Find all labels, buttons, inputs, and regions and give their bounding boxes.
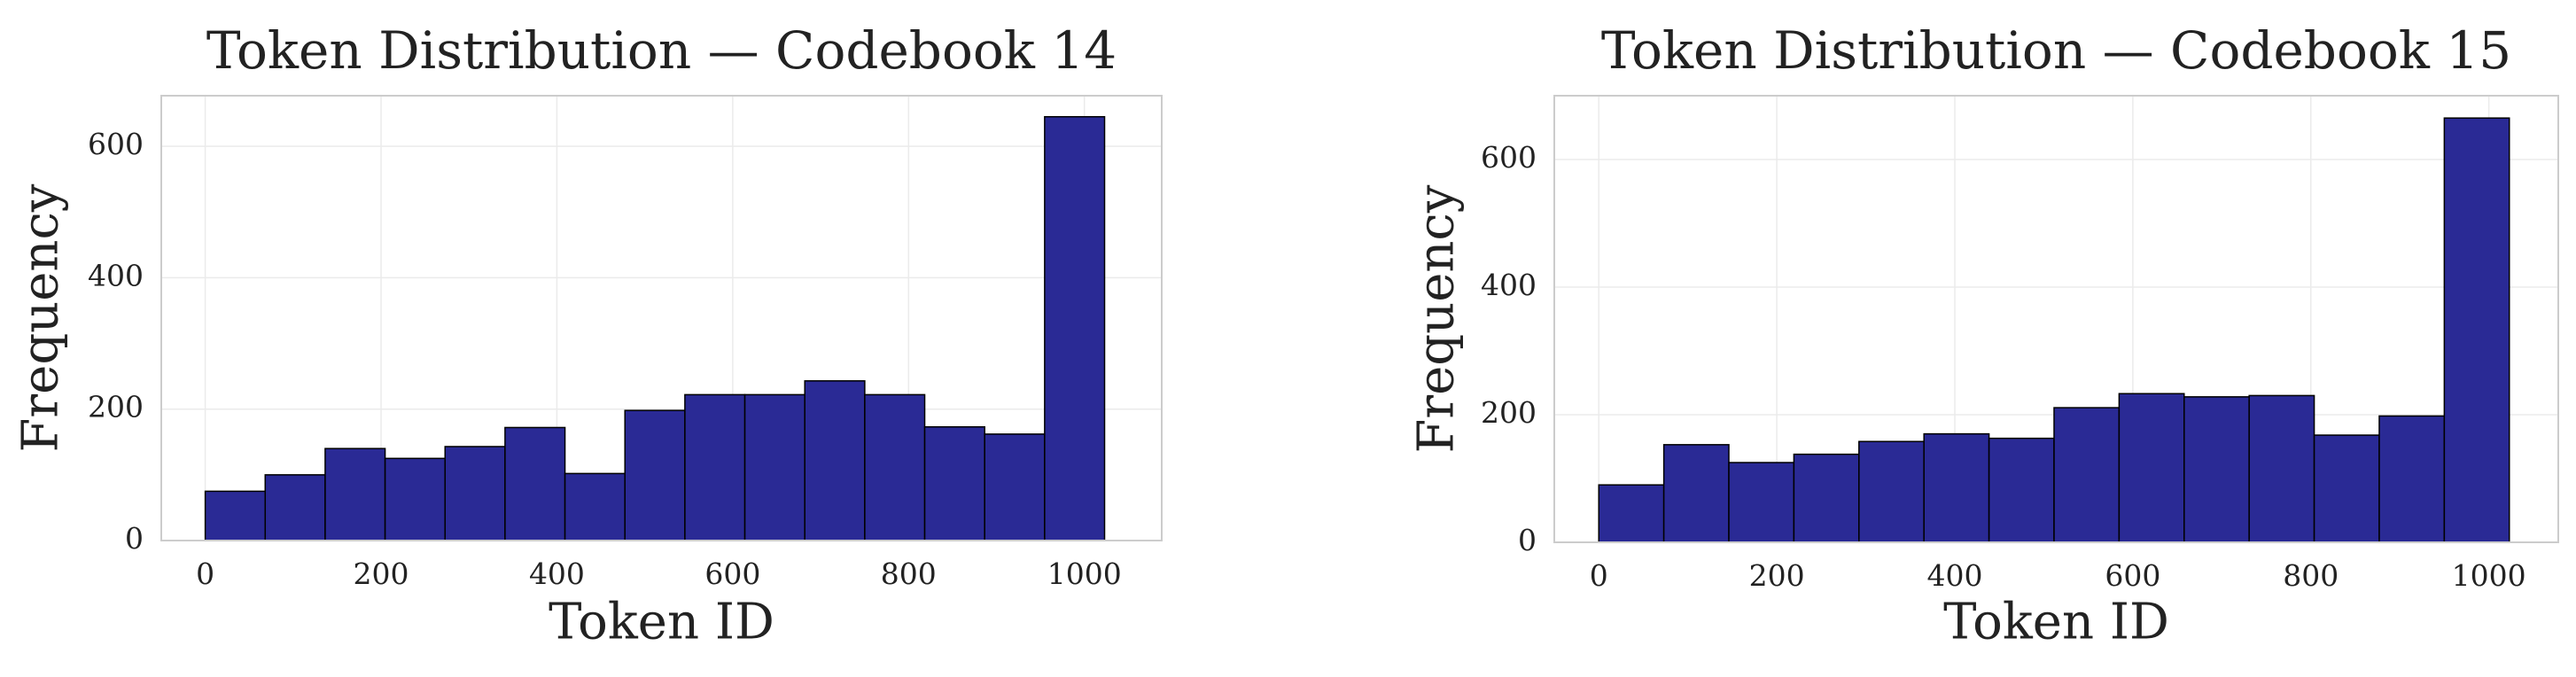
y-tick-label: 200 bbox=[1481, 395, 1537, 430]
histogram-bar bbox=[2313, 434, 2380, 543]
x-tick-label: 0 bbox=[1590, 558, 1608, 593]
histogram-bar bbox=[2378, 415, 2446, 543]
histogram-bar bbox=[923, 425, 985, 541]
histogram-bar bbox=[264, 474, 326, 541]
histogram-bar bbox=[2248, 394, 2315, 543]
y-tick-label: 600 bbox=[88, 127, 144, 161]
x-tick-label: 200 bbox=[1749, 558, 1805, 593]
histogram-bar bbox=[2118, 393, 2185, 543]
x-tick-label: 600 bbox=[2105, 558, 2160, 593]
histogram-bar bbox=[624, 409, 686, 541]
histogram-bar bbox=[2053, 407, 2121, 543]
y-tick-label: 0 bbox=[1518, 523, 1537, 557]
histogram-bar bbox=[1923, 432, 1990, 543]
chart-title: Token Distribution — Codebook 14 bbox=[206, 20, 1117, 81]
histogram-bar bbox=[2443, 117, 2510, 543]
histogram-bar bbox=[743, 393, 805, 541]
histogram-bar bbox=[1044, 115, 1106, 541]
histogram-bar bbox=[864, 393, 926, 541]
histogram-bar bbox=[444, 446, 506, 541]
x-tick-label: 800 bbox=[2283, 558, 2339, 593]
histogram-bar bbox=[1988, 437, 2055, 543]
x-axis-label: Token ID bbox=[549, 594, 774, 651]
histogram-bar bbox=[1858, 440, 1925, 543]
plot-frame bbox=[160, 95, 1163, 541]
x-tick-label: 800 bbox=[881, 556, 937, 591]
histogram-bar bbox=[984, 433, 1046, 541]
x-axis-label: Token ID bbox=[1943, 594, 2169, 651]
histogram-bar bbox=[1728, 462, 1795, 543]
x-tick-label: 200 bbox=[354, 556, 409, 591]
chart-title: Token Distribution — Codebook 15 bbox=[1601, 20, 2511, 81]
y-tick-label: 400 bbox=[1481, 268, 1537, 302]
y-axis-label: Frequency bbox=[12, 183, 70, 452]
histogram-bar bbox=[564, 472, 626, 541]
histogram-bar bbox=[384, 457, 446, 541]
histogram-bar bbox=[1662, 444, 1730, 543]
chart: 0 200 400 600 0 200 400 600 800 1000 Token Distrib… bbox=[1408, 20, 2559, 651]
histogram-bar bbox=[2183, 396, 2250, 543]
x-tick-label: 1000 bbox=[2452, 558, 2526, 593]
x-tick-label: 600 bbox=[704, 556, 760, 591]
histogram-bar bbox=[204, 490, 267, 541]
plot-frame bbox=[1553, 95, 2559, 543]
histogram-bar bbox=[1598, 484, 1665, 543]
histogram-bar bbox=[1793, 453, 1860, 543]
y-tick-label: 400 bbox=[88, 258, 144, 292]
histogram-bar bbox=[684, 393, 746, 541]
x-tick-label: 400 bbox=[529, 556, 585, 591]
x-tick-label: 1000 bbox=[1047, 556, 1122, 591]
histogram-bar bbox=[504, 426, 566, 541]
y-tick-label: 600 bbox=[1481, 140, 1537, 175]
x-tick-label: 400 bbox=[1926, 558, 1982, 593]
histogram-bar bbox=[324, 447, 386, 541]
y-tick-label: 200 bbox=[88, 390, 144, 424]
x-tick-label: 0 bbox=[196, 556, 214, 591]
chart: 0 200 400 600 0 200 400 600 800 1000 Token Distrib… bbox=[12, 20, 1163, 651]
histogram-bar bbox=[804, 380, 866, 541]
y-tick-label: 0 bbox=[125, 521, 144, 556]
y-axis-label: Frequency bbox=[1408, 184, 1466, 453]
